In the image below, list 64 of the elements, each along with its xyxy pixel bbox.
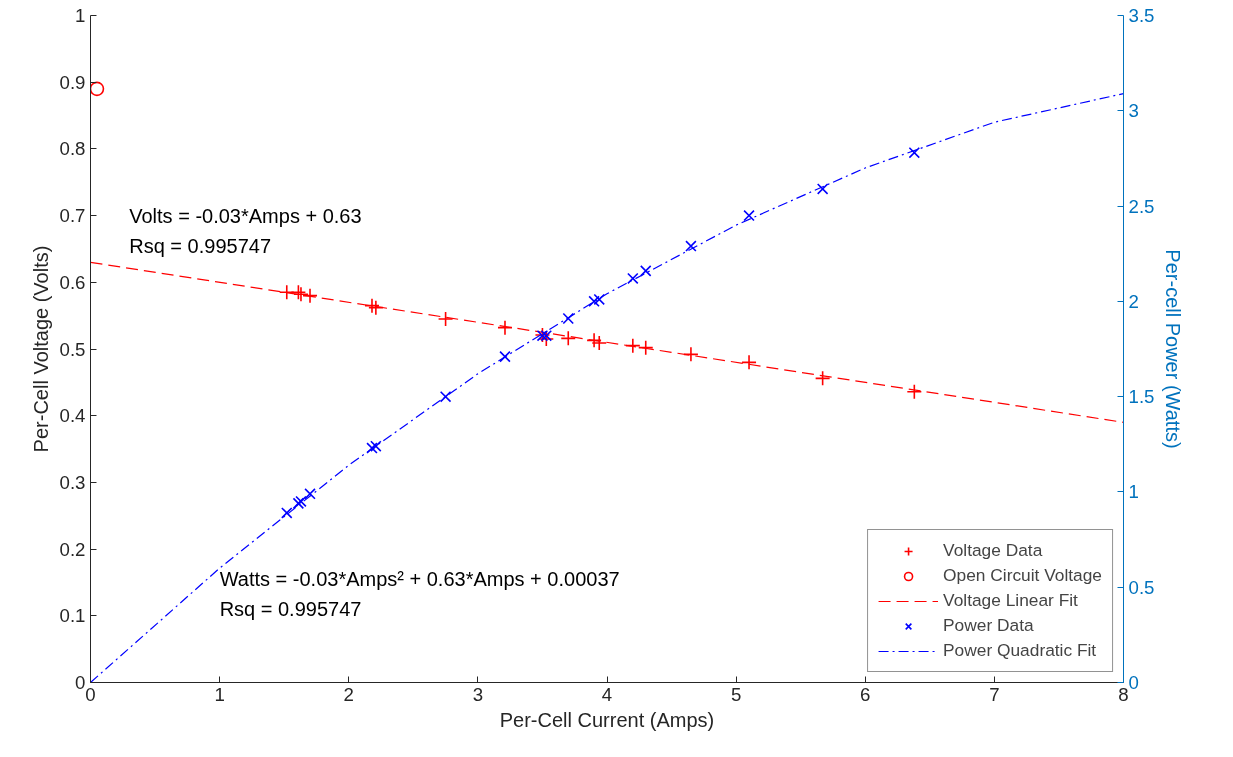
point bbox=[588, 295, 600, 308]
y-tick-label: 0.2 bbox=[59, 538, 86, 560]
point bbox=[743, 209, 755, 222]
y2-tick-label: 3 bbox=[1128, 100, 1139, 122]
point bbox=[560, 330, 577, 347]
y-tick-label: 0.4 bbox=[59, 405, 86, 427]
y-tick-label: 0.5 bbox=[59, 338, 86, 360]
x-tick-label: 3 bbox=[472, 683, 484, 705]
y-tick-label: 0.8 bbox=[59, 138, 86, 160]
x-tick-label: 2 bbox=[343, 683, 354, 705]
x-tick-label: 7 bbox=[989, 683, 1000, 705]
point bbox=[586, 332, 602, 349]
point bbox=[593, 293, 605, 306]
point bbox=[562, 312, 575, 325]
point bbox=[437, 311, 454, 327]
point bbox=[304, 488, 316, 500]
legend-label: Power Data bbox=[943, 615, 1034, 636]
x-tick-label: 4 bbox=[601, 683, 613, 705]
y-axis-title: Per-Cell Voltage (Volts) bbox=[29, 245, 52, 453]
point bbox=[741, 354, 757, 371]
point bbox=[370, 440, 382, 452]
annotation: Rsq = 0.995747 bbox=[129, 234, 272, 257]
point bbox=[906, 383, 923, 400]
point bbox=[816, 183, 829, 195]
x-tick-label: 5 bbox=[730, 683, 742, 705]
point bbox=[908, 146, 921, 159]
legend-label: Open Circuit Voltage bbox=[943, 565, 1102, 586]
y2-tick-label: 2 bbox=[1128, 290, 1139, 312]
point bbox=[639, 265, 652, 277]
point bbox=[540, 329, 553, 342]
point bbox=[814, 370, 831, 387]
y2-tick-label: 3.5 bbox=[1128, 5, 1155, 26]
x-tick-label: 8 bbox=[1118, 683, 1129, 705]
annotation: Volts = -0.03*Amps + 0.63 bbox=[129, 204, 362, 227]
y-tick-label: 0.9 bbox=[59, 71, 86, 93]
point bbox=[439, 390, 452, 403]
x-tick-label: 6 bbox=[860, 683, 871, 705]
legend-label: Voltage Data bbox=[943, 540, 1043, 561]
point bbox=[685, 240, 697, 252]
y2-axis-title: Per-cell Power (Watts) bbox=[1162, 249, 1185, 449]
point bbox=[90, 81, 105, 97]
y-tick-label: 1 bbox=[75, 5, 86, 26]
y2-tick-label: 0.5 bbox=[1128, 576, 1155, 598]
legend-label: Power Quadratic Fit bbox=[943, 640, 1097, 661]
point bbox=[302, 287, 318, 304]
y-tick-label: 0.7 bbox=[59, 205, 86, 227]
x-axis-title: Per-Cell Current (Amps) bbox=[499, 708, 715, 731]
point bbox=[499, 350, 511, 363]
y2-tick-label: 1.5 bbox=[1128, 386, 1155, 408]
y2-tick-label: 2.5 bbox=[1128, 195, 1155, 217]
annotation: Watts = -0.03*Amps² + 0.63*Amps + 0.00037 bbox=[219, 568, 620, 591]
y-tick-label: 0.1 bbox=[59, 605, 86, 627]
legend-label: Voltage Linear Fit bbox=[943, 590, 1078, 611]
y2-tick-label: 1 bbox=[1128, 481, 1139, 503]
y-tick-label: 0.3 bbox=[59, 471, 86, 493]
point bbox=[366, 442, 378, 454]
point bbox=[281, 507, 293, 519]
x-tick-label: 1 bbox=[214, 683, 225, 705]
annotation: Rsq = 0.995747 bbox=[219, 598, 362, 621]
point bbox=[637, 339, 654, 356]
point bbox=[627, 272, 639, 285]
point bbox=[497, 319, 513, 336]
point bbox=[591, 335, 608, 351]
y-tick-label: 0.6 bbox=[59, 271, 86, 293]
